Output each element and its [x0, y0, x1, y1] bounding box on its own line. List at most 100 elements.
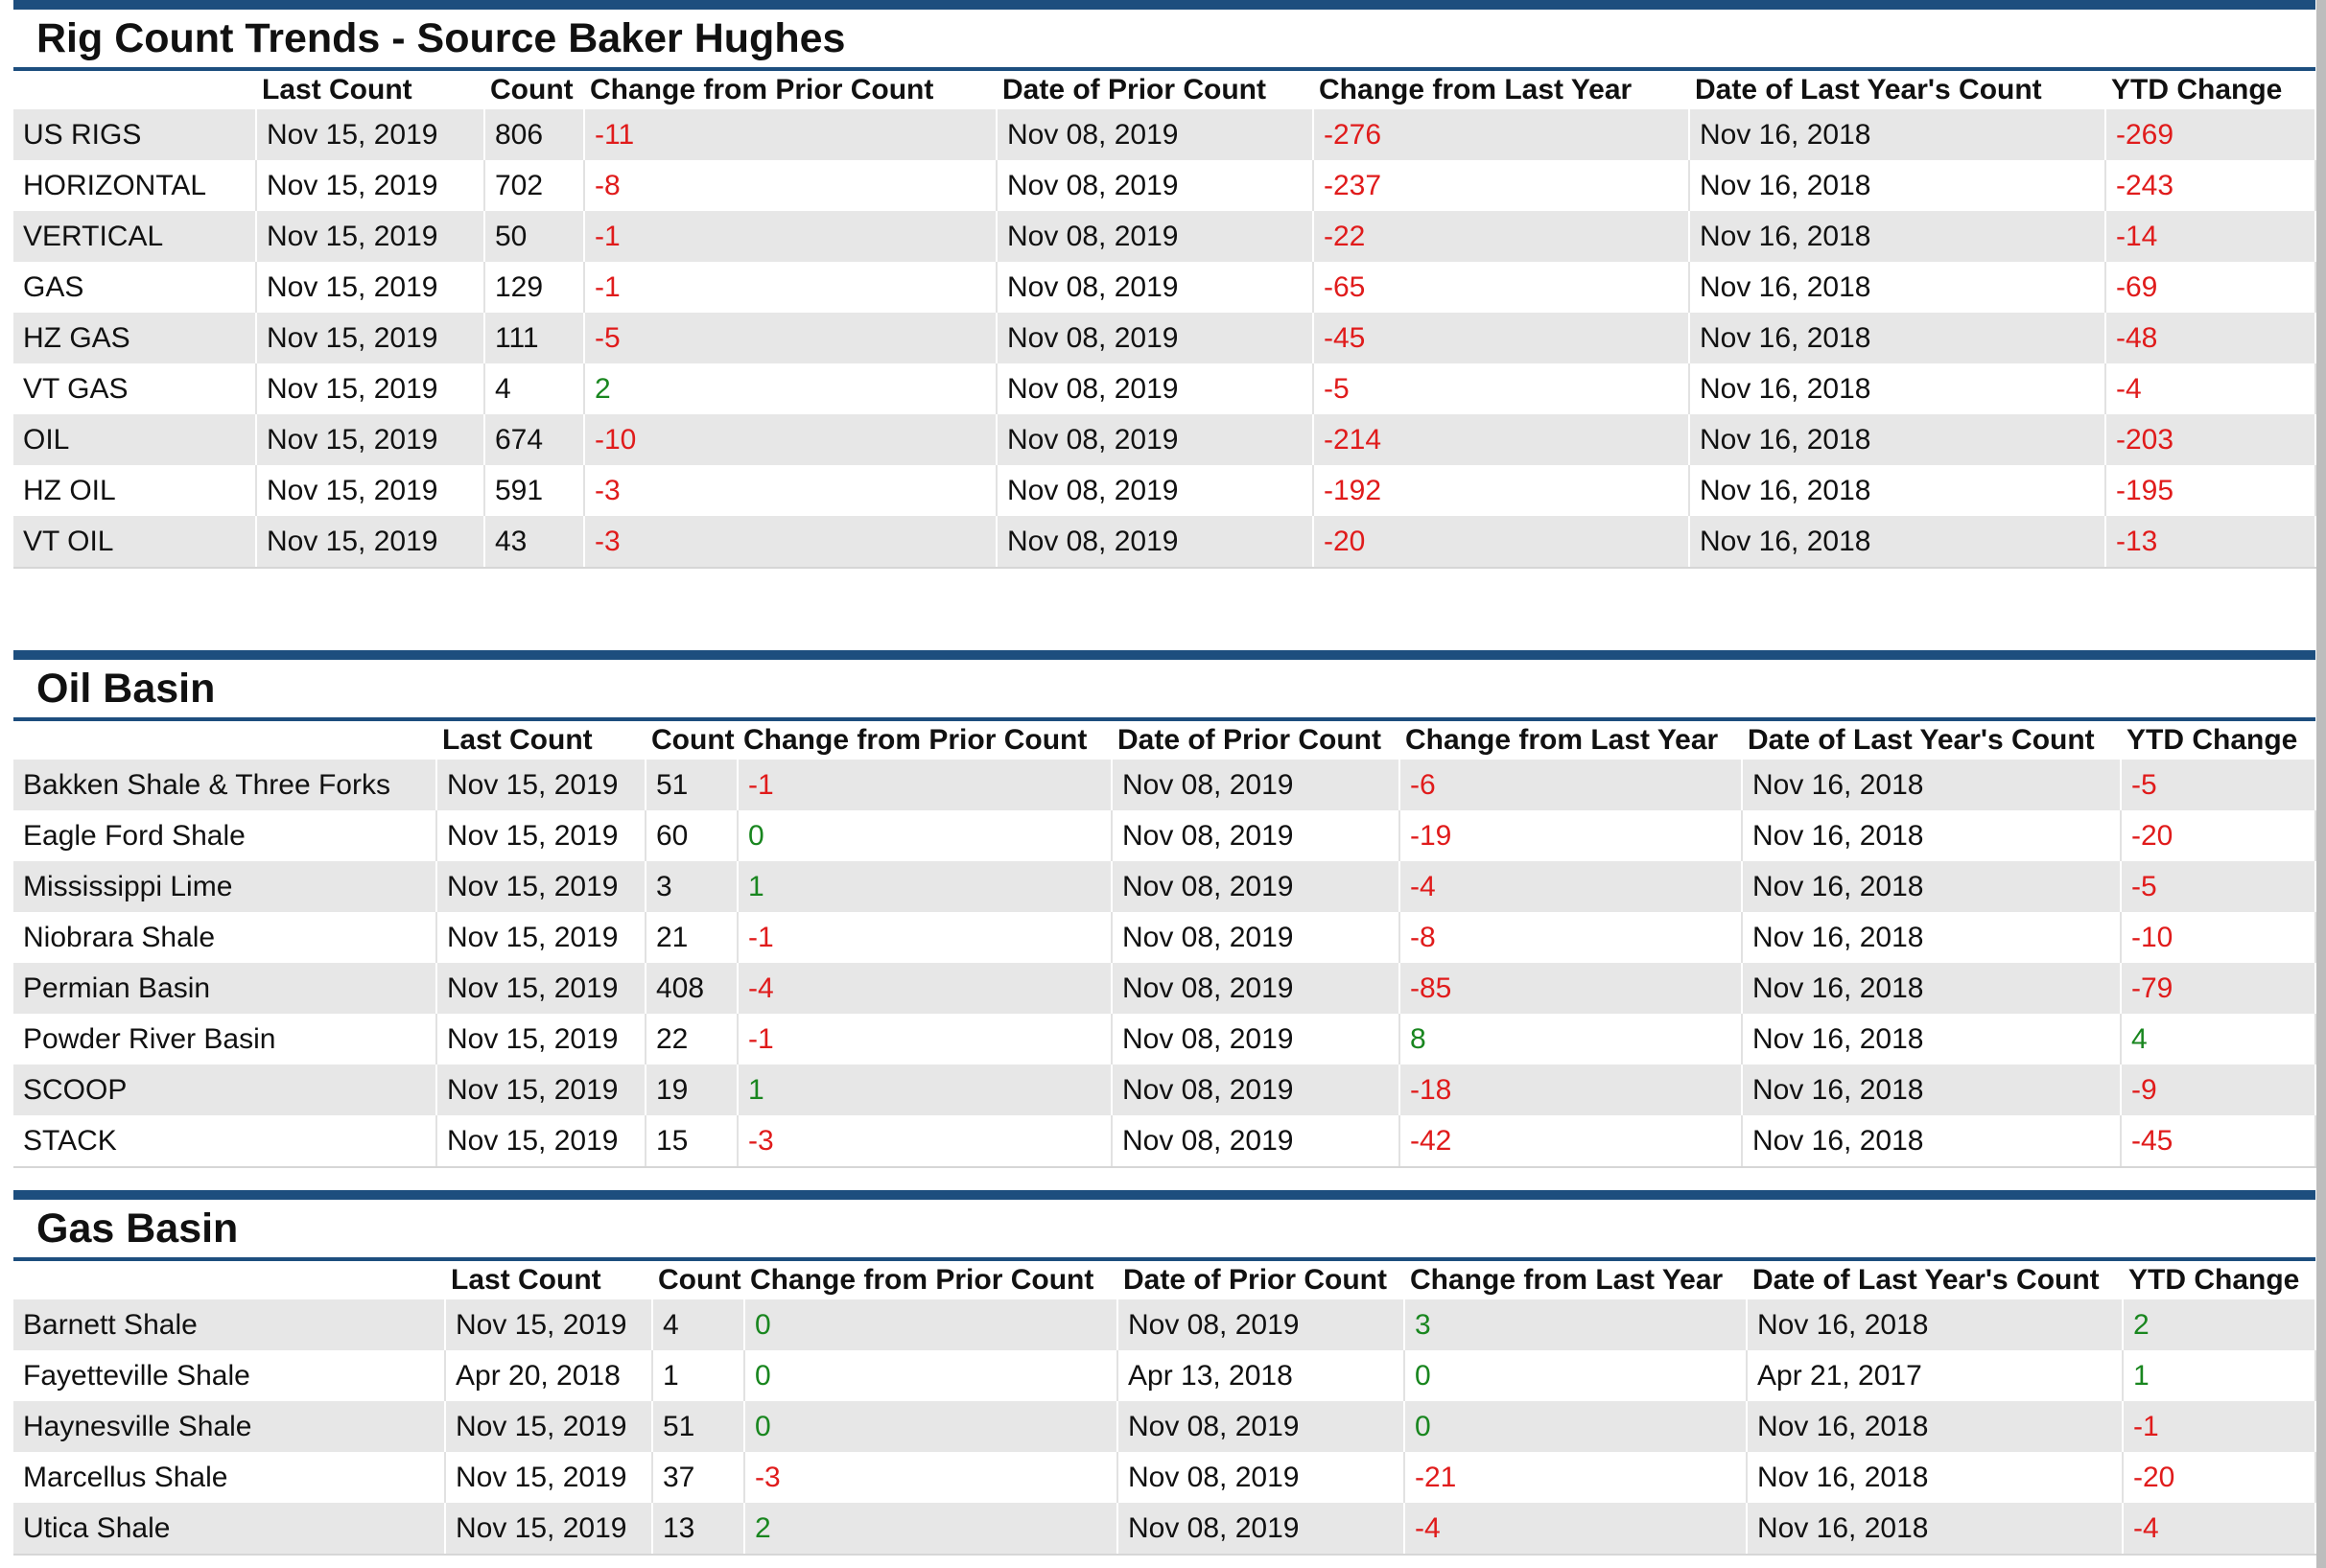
row-label: HZ GAS [13, 313, 257, 363]
table-row: VT OIL Nov 15, 2019 43 -3 Nov 08, 2019 -20 Nov… [13, 516, 2316, 569]
ytd-change-cell: -20 [2123, 1452, 2316, 1503]
row-label: HZ OIL [13, 465, 257, 516]
date-last-year-cell: Nov 16, 2018 [1689, 414, 2106, 465]
row-label: Niobrara Shale [13, 912, 437, 963]
date-prior-cell: Nov 08, 2019 [997, 313, 1314, 363]
ytd-change-cell: -4 [2105, 363, 2316, 414]
table-row: US RIGS Nov 15, 2019 806 -11 Nov 08, 2019 -27… [13, 109, 2316, 160]
last-count-cell: Nov 15, 2019 [436, 1115, 646, 1168]
change-last-year-cell: -19 [1399, 810, 1743, 861]
column-header-ytd-change: YTD Change [2111, 74, 2283, 105]
change-prior-cell: 0 [744, 1350, 1118, 1401]
row-label: GAS [13, 262, 257, 313]
count-cell: 51 [652, 1401, 745, 1452]
last-count-cell: Nov 15, 2019 [445, 1299, 653, 1350]
change-last-year-cell: -8 [1399, 912, 1743, 963]
table-row: HZ OIL Nov 15, 2019 591 -3 Nov 08, 2019 -192 N… [13, 465, 2316, 516]
date-last-year-cell: Nov 16, 2018 [1689, 465, 2106, 516]
change-prior-cell: -3 [744, 1452, 1118, 1503]
oil-basin-panel: Oil Basin Last Count Count Change from P… [13, 650, 2316, 1168]
date-last-year-cell: Nov 16, 2018 [1689, 516, 2106, 569]
change-last-year-cell: -6 [1399, 760, 1743, 810]
last-count-cell: Nov 15, 2019 [445, 1452, 653, 1503]
table-row: Permian Basin Nov 15, 2019 408 -4 Nov 08, 20… [13, 963, 2316, 1014]
date-prior-cell: Nov 08, 2019 [1117, 1452, 1405, 1503]
ytd-change-cell: -45 [2121, 1115, 2316, 1168]
row-label: Utica Shale [13, 1503, 446, 1556]
ytd-change-cell: -195 [2105, 465, 2316, 516]
ytd-change-cell: -14 [2105, 211, 2316, 262]
change-prior-cell: -5 [584, 313, 998, 363]
last-count-cell: Nov 15, 2019 [436, 963, 646, 1014]
column-header-change-last-year: Change from Last Year [1405, 724, 1719, 756]
last-count-cell: Nov 15, 2019 [256, 465, 485, 516]
change-last-year-cell: -237 [1313, 160, 1690, 211]
table-row: Mississippi Lime Nov 15, 2019 3 1 Nov 08, 20… [13, 861, 2316, 912]
row-label: HORIZONTAL [13, 160, 257, 211]
ytd-change-cell: -13 [2105, 516, 2316, 569]
column-header-date-prior: Date of Prior Count [1002, 74, 1266, 105]
change-last-year-cell: 0 [1404, 1401, 1748, 1452]
ytd-change-cell: -5 [2121, 861, 2316, 912]
date-last-year-cell: Nov 16, 2018 [1742, 963, 2122, 1014]
change-prior-cell: 2 [584, 363, 998, 414]
ytd-change-cell: -269 [2105, 109, 2316, 160]
column-header-ytd-change: YTD Change [2128, 1264, 2300, 1296]
table-row: HZ GAS Nov 15, 2019 111 -5 Nov 08, 2019 -45 No… [13, 313, 2316, 363]
count-cell: 51 [646, 760, 739, 810]
panel-top-bar [13, 0, 2315, 10]
last-count-cell: Nov 15, 2019 [256, 211, 485, 262]
column-header-count: Count [651, 724, 735, 756]
date-last-year-cell: Apr 21, 2017 [1747, 1350, 2124, 1401]
table-row: VT GAS Nov 15, 2019 4 2 Nov 08, 2019 -5 Nov 16… [13, 363, 2316, 414]
column-header-name [13, 71, 256, 109]
ytd-change-cell: 4 [2121, 1014, 2316, 1065]
row-label: Marcellus Shale [13, 1452, 446, 1503]
column-header-change-prior: Change from Prior Count [750, 1264, 1094, 1296]
count-cell: 15 [646, 1115, 739, 1168]
column-header-last-count: Last Count [442, 724, 593, 756]
last-count-cell: Apr 20, 2018 [445, 1350, 653, 1401]
panel-title-rule [13, 717, 2315, 721]
column-header-date-last-year: Date of Last Year's Count [1695, 74, 2042, 105]
last-count-cell: Nov 15, 2019 [256, 109, 485, 160]
last-count-cell: Nov 15, 2019 [436, 1014, 646, 1065]
row-label: Barnett Shale [13, 1299, 446, 1350]
change-last-year-cell: 3 [1404, 1299, 1748, 1350]
change-last-year-cell: -45 [1313, 313, 1690, 363]
date-prior-cell: Nov 08, 2019 [1112, 810, 1400, 861]
change-prior-cell: 0 [744, 1401, 1118, 1452]
panel-top-bar [13, 650, 2315, 660]
ytd-change-cell: -9 [2121, 1065, 2316, 1115]
table-row: VERTICAL Nov 15, 2019 50 -1 Nov 08, 2019 -22 N… [13, 211, 2316, 262]
date-prior-cell: Apr 13, 2018 [1117, 1350, 1405, 1401]
column-header-change-prior: Change from Prior Count [743, 724, 1088, 756]
row-label: Powder River Basin [13, 1014, 437, 1065]
table-header-row: Last Count Count Change from Prior Count… [13, 721, 2315, 760]
ytd-change-cell: -4 [2123, 1503, 2316, 1556]
change-last-year-cell: -65 [1313, 262, 1690, 313]
change-last-year-cell: -192 [1313, 465, 1690, 516]
column-header-date-prior: Date of Prior Count [1123, 1264, 1387, 1296]
panel-title: Rig Count Trends - Source Baker Hughes [36, 15, 846, 61]
column-header-change-prior: Change from Prior Count [590, 74, 934, 105]
date-last-year-cell: Nov 16, 2018 [1747, 1299, 2124, 1350]
column-header-count: Count [490, 74, 574, 105]
count-cell: 4 [652, 1299, 745, 1350]
change-prior-cell: -3 [584, 465, 998, 516]
date-prior-cell: Nov 08, 2019 [1117, 1299, 1405, 1350]
date-last-year-cell: Nov 16, 2018 [1747, 1503, 2124, 1556]
date-prior-cell: Nov 08, 2019 [1112, 1014, 1400, 1065]
date-prior-cell: Nov 08, 2019 [1117, 1503, 1405, 1556]
count-cell: 37 [652, 1452, 745, 1503]
count-cell: 129 [484, 262, 585, 313]
change-last-year-cell: -22 [1313, 211, 1690, 262]
table-row: Niobrara Shale Nov 15, 2019 21 -1 Nov 08, 20… [13, 912, 2316, 963]
count-cell: 702 [484, 160, 585, 211]
last-count-cell: Nov 15, 2019 [436, 760, 646, 810]
change-last-year-cell: 0 [1404, 1350, 1748, 1401]
column-header-change-last-year: Change from Last Year [1410, 1264, 1724, 1296]
ytd-change-cell: -20 [2121, 810, 2316, 861]
row-label: VERTICAL [13, 211, 257, 262]
